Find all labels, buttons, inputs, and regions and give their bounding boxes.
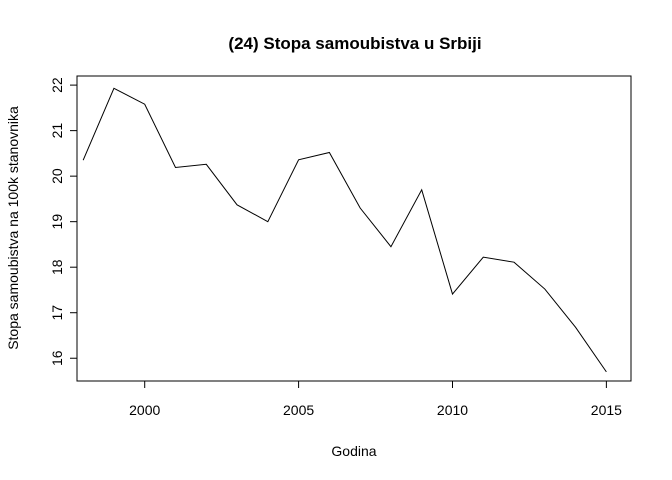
x-tick-label: 2010 bbox=[437, 402, 468, 418]
y-tick-label: 20 bbox=[49, 168, 65, 184]
y-tick-label: 21 bbox=[49, 123, 65, 139]
y-tick-label: 18 bbox=[49, 259, 65, 275]
x-tick-label: 2015 bbox=[591, 402, 622, 418]
chart-title: (24) Stopa samoubistva u Srbiji bbox=[228, 34, 481, 53]
y-axis-label: Stopa samoubistva na 100k stanovnika bbox=[5, 106, 21, 350]
y-axis: 16 17 18 19 20 21 22 bbox=[49, 77, 78, 366]
series-line bbox=[82, 87, 607, 373]
x-tick-label: 2005 bbox=[283, 402, 314, 418]
x-tick-label: 2000 bbox=[129, 402, 160, 418]
x-axis-label: Godina bbox=[331, 443, 376, 459]
x-axis: 2000 2005 2010 2015 bbox=[129, 380, 622, 418]
series-layer bbox=[82, 87, 607, 373]
y-tick-label: 16 bbox=[49, 350, 65, 366]
plot-frame bbox=[76, 75, 632, 382]
y-tick-label: 22 bbox=[49, 77, 65, 93]
y-tick-label: 19 bbox=[49, 214, 65, 230]
y-tick-label: 17 bbox=[49, 305, 65, 321]
